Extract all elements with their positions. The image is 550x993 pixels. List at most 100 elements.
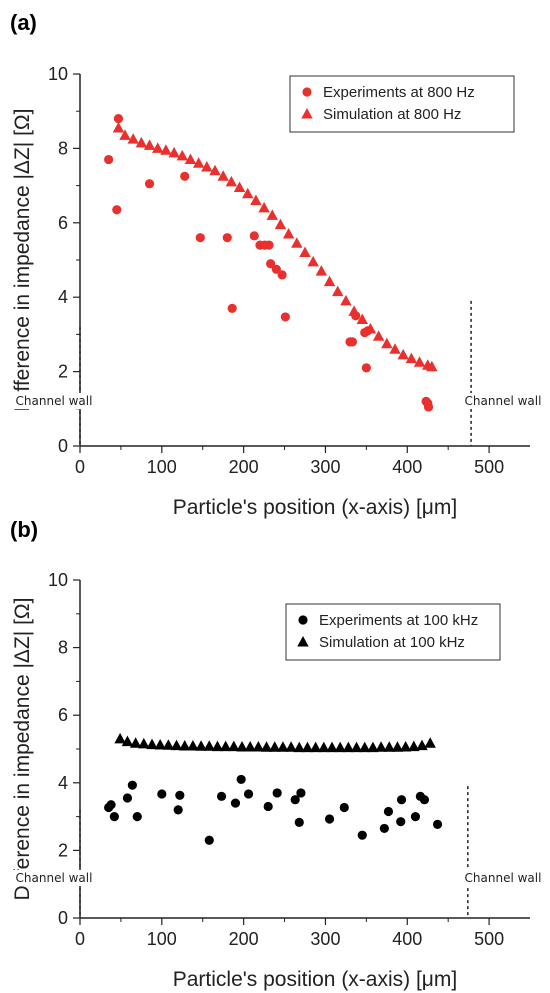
data-point-circle	[113, 114, 124, 124]
data-point-triangle	[413, 356, 426, 367]
data-point-circle	[227, 303, 237, 313]
data-point-circle	[296, 788, 306, 798]
data-point-circle	[243, 789, 254, 799]
data-point-circle	[216, 791, 227, 801]
data-point-triangle	[405, 352, 418, 364]
data-point-triangle	[179, 739, 191, 751]
data-point-triangle	[323, 275, 336, 287]
data-point-circle	[144, 179, 155, 189]
y-tick-label: 2	[58, 840, 68, 860]
data-point-triangle	[334, 741, 346, 753]
data-point-circle	[230, 798, 241, 808]
panel-a: (a) 0 100 200 300 400 500 0 2 4 6 8 10 Particle's pos…	[10, 10, 544, 519]
data-point-circle	[109, 812, 119, 822]
data-point-triangle	[350, 741, 363, 753]
data-point-circle	[263, 801, 273, 812]
x-tick-label: 500	[474, 929, 504, 949]
data-point-triangle	[228, 740, 240, 752]
data-point-circle	[339, 802, 349, 813]
data-point-triangle	[408, 740, 420, 752]
y-tick-label: 10	[48, 64, 68, 84]
data-point-triangle	[209, 164, 221, 176]
data-point-triangle	[416, 739, 428, 751]
data-point-triangle	[143, 139, 156, 150]
y-tick-label: 10	[48, 570, 68, 590]
data-point-triangle	[121, 735, 134, 747]
data-point-triangle	[389, 343, 401, 354]
legend-label: Experiments at 100 kHz	[319, 612, 478, 629]
data-point-triangle	[203, 740, 215, 751]
data-point-triangle	[217, 170, 229, 181]
data-point-triangle	[332, 285, 344, 297]
data-point-triangle	[293, 741, 305, 753]
data-point-triangle	[301, 741, 314, 753]
data-point-triangle	[119, 129, 131, 140]
data-point-triangle	[258, 201, 270, 213]
data-point-circle	[175, 790, 185, 800]
data-point-triangle	[244, 740, 256, 752]
data-point-triangle	[160, 144, 172, 155]
x-tick-label: 100	[147, 929, 177, 949]
data-point-triangle	[242, 187, 254, 199]
data-point-triangle	[424, 737, 436, 748]
legend-marker	[301, 108, 313, 119]
data-point-circle	[379, 823, 389, 834]
channel-wall-label: Channel wall	[465, 871, 542, 885]
data-point-circle	[290, 795, 300, 805]
panel-b: (b) 0 100 200 300 400 500 0 2 4 6 8 10 Particle's pos…	[10, 517, 544, 991]
data-point-circle	[180, 171, 190, 181]
data-point-circle	[173, 805, 183, 815]
y-tick-label: 0	[58, 436, 68, 456]
data-point-triangle	[381, 337, 393, 349]
x-tick-label: 300	[310, 929, 340, 949]
data-point-triangle	[219, 740, 232, 752]
x-tick-label: 200	[229, 929, 259, 949]
y-tick-label: 2	[58, 362, 68, 382]
data-point-triangle	[195, 740, 207, 751]
data-point-triangle	[372, 330, 385, 341]
data-point-circle	[347, 337, 358, 347]
data-point-circle	[264, 240, 274, 250]
data-point-circle	[272, 788, 282, 798]
data-point-triangle	[291, 237, 303, 248]
data-point-circle	[324, 814, 335, 824]
data-point-circle	[195, 233, 205, 243]
channel-wall-label-bg	[462, 870, 544, 886]
data-point-triangle	[250, 194, 262, 205]
x-axis-title: Particle's position (x-axis) [μm]	[173, 496, 458, 519]
data-point-triangle	[277, 741, 289, 752]
data-point-circle	[236, 774, 246, 785]
y-axis-title: Difference in impedance |ΔZ| [Ω]	[11, 598, 34, 901]
legend-label: Simulation at 800 Hz	[323, 106, 461, 123]
series-experiments	[104, 774, 443, 845]
data-point-triangle	[127, 133, 139, 144]
data-point-triangle	[359, 741, 371, 753]
x-tick-label: 300	[310, 457, 340, 477]
data-point-triangle	[146, 738, 158, 750]
data-point-circle	[266, 259, 276, 269]
data-point-circle	[127, 780, 137, 790]
data-point-triangle	[342, 741, 355, 753]
data-point-triangle	[399, 740, 412, 752]
data-point-triangle	[391, 741, 404, 752]
legend-label: Simulation at 100 kHz	[319, 634, 465, 651]
data-point-circle	[410, 812, 421, 822]
data-point-circle	[204, 835, 214, 845]
data-point-triangle	[269, 741, 281, 752]
data-point-triangle	[426, 360, 438, 372]
data-point-triangle	[225, 175, 238, 187]
data-point-circle	[396, 817, 406, 827]
data-point-triangle	[176, 149, 188, 161]
data-point-triangle	[282, 227, 295, 239]
data-point-triangle	[201, 161, 213, 172]
x-tick-label: 500	[474, 457, 504, 477]
y-tick-label: 4	[58, 287, 68, 307]
data-point-triangle	[129, 737, 142, 748]
data-point-circle	[396, 795, 407, 805]
data-point-circle	[419, 795, 430, 805]
data-point-circle	[157, 789, 167, 799]
data-point-circle	[383, 806, 394, 817]
data-point-triangle	[299, 246, 311, 258]
data-point-circle	[280, 312, 290, 322]
legend-marker	[297, 636, 309, 647]
